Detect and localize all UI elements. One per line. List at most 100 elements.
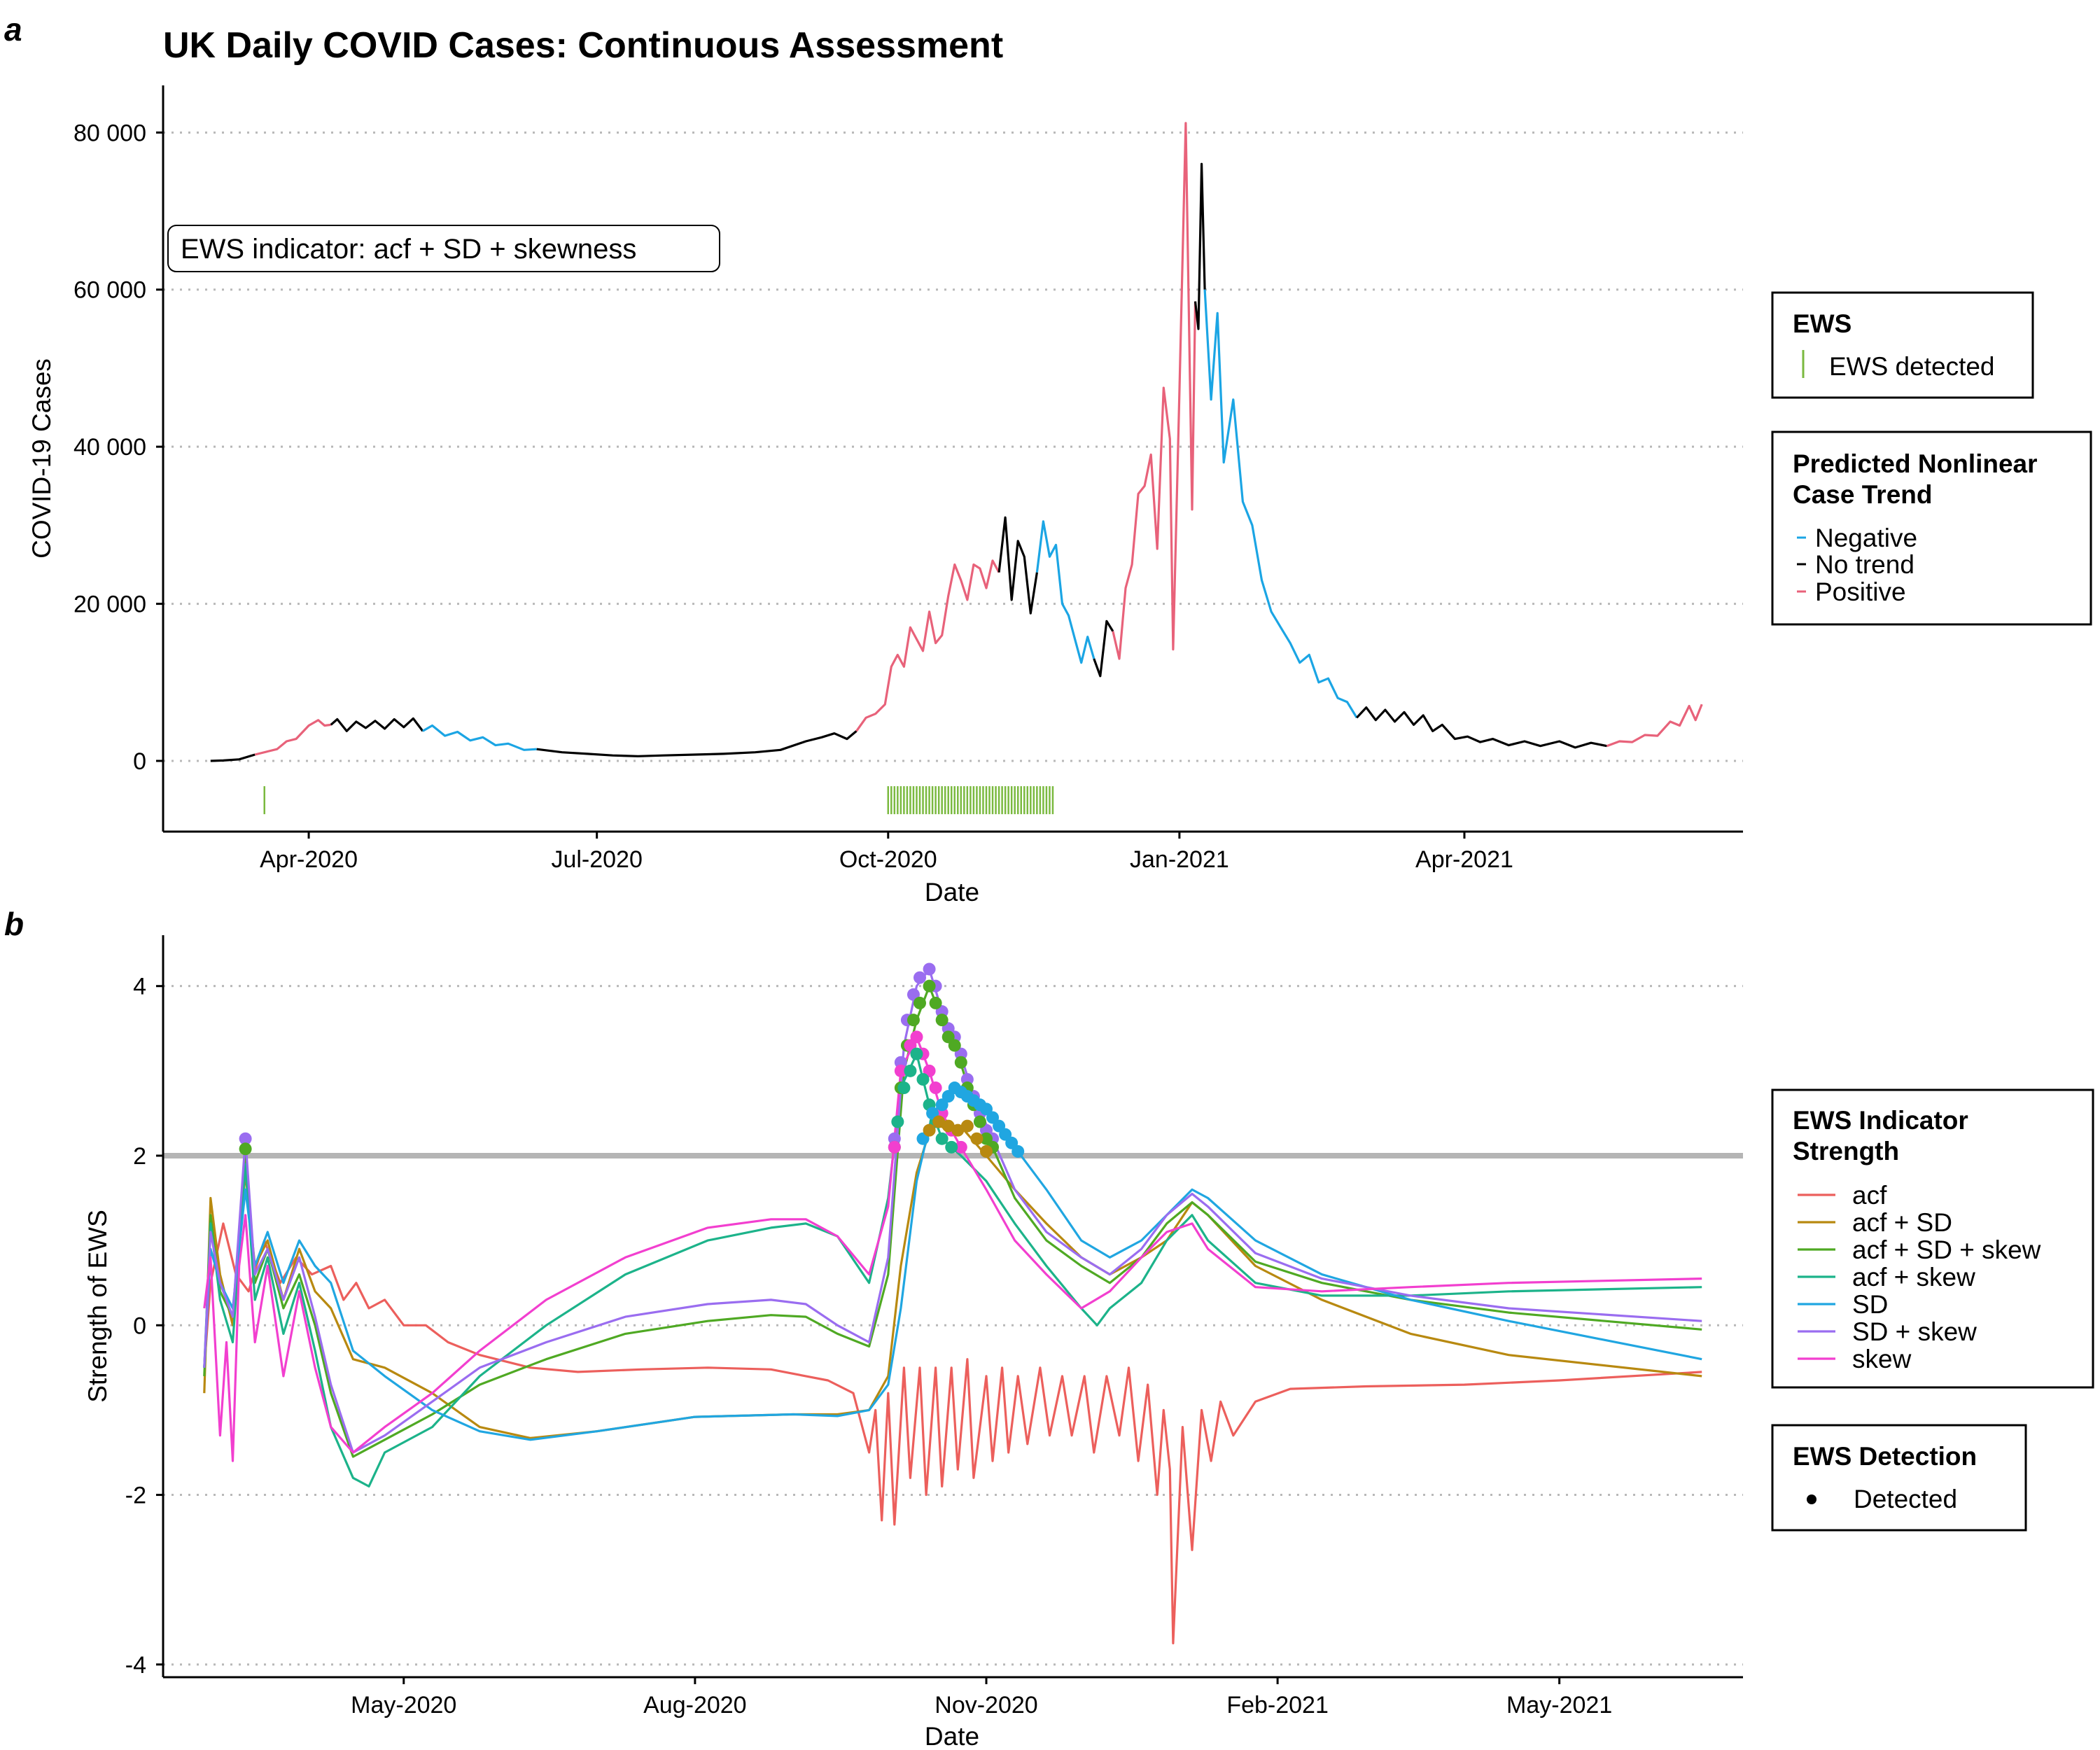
panel-a-y-tick-label: 80 000 xyxy=(74,120,146,146)
panel-b-y-ticks: -4 -2 0 2 4 xyxy=(125,974,163,1679)
panel-b-x-tick-label: Nov-2020 xyxy=(934,1692,1037,1718)
detected-point-acf-sd xyxy=(951,1124,965,1137)
detected-point-sd-skew xyxy=(913,971,927,984)
case-trend-segment-no-trend xyxy=(536,730,858,757)
case-trend-segment-no-trend xyxy=(330,717,424,732)
legend-label-skew: skew xyxy=(1852,1345,1912,1373)
panel-b-detected-points xyxy=(239,962,1025,1158)
detected-point-acf-sd-skew xyxy=(906,1014,920,1027)
case-trend-segment-no-trend xyxy=(1356,706,1607,749)
panel-b-y-tick-label: -2 xyxy=(125,1483,146,1509)
detected-point-acf-skew xyxy=(897,1082,911,1095)
detected-point-acf-sd-skew xyxy=(923,979,936,993)
strength-line-skew xyxy=(203,1035,1702,1462)
panel-b-letter: b xyxy=(4,906,24,942)
legend-strength-box xyxy=(1771,1088,2094,1389)
panel-a-x-tick-label: Oct-2020 xyxy=(839,846,937,873)
panel-a-x-tick-label: Apr-2021 xyxy=(1415,846,1513,873)
detected-point-acf-sd-skew xyxy=(239,1142,252,1156)
case-trend-segment-no-trend xyxy=(1194,162,1206,330)
legend-label-sd-skew: SD + skew xyxy=(1852,1317,1977,1346)
case-trend-segment-no-trend xyxy=(1093,620,1114,678)
case-trend-segment-positive xyxy=(254,719,331,756)
panel-b-y-tick-label: 4 xyxy=(133,974,146,1000)
detected-point-acf-sd-skew xyxy=(948,1039,961,1052)
legend-ews-detected-label: EWS detected xyxy=(1829,352,1995,381)
legend-detected-dot xyxy=(1807,1494,1816,1504)
panel-b-x-tick-label: Aug-2020 xyxy=(643,1692,746,1718)
panel-b-y-axis-label: Strength of EWS xyxy=(83,1210,112,1403)
panel-a-x-tick-label: Apr-2020 xyxy=(260,846,358,873)
case-trend-segment-no-trend xyxy=(997,516,1038,615)
legend-ews: EWS EWS detected xyxy=(1771,291,2034,399)
detected-point-acf-sd xyxy=(979,1144,993,1158)
detected-point-acf-sd xyxy=(970,1132,983,1145)
detected-point-acf-sd xyxy=(923,1124,936,1137)
case-trend-segment-negative xyxy=(1203,289,1358,719)
case-trend-segment-positive xyxy=(1606,704,1703,748)
panel-a-y-tick-label: 60 000 xyxy=(74,277,146,304)
panel-a-letter: a xyxy=(4,11,22,48)
legend-detection: EWS Detection Detected xyxy=(1771,1424,2027,1532)
panel-b-x-tick-label: Feb-2021 xyxy=(1226,1692,1329,1718)
legend-label-acf-sd-skew: acf + SD + skew xyxy=(1852,1236,2041,1264)
panel-b: -4 -2 0 2 4 May-2020 Aug-2020 Nov-2020 Feb-2021… xyxy=(83,935,1743,1750)
detected-point-acf-skew xyxy=(910,1047,923,1060)
legend-label-acf: acf xyxy=(1852,1181,1887,1210)
detected-point-acf-sd-skew xyxy=(935,1014,948,1027)
detected-point-acf-skew xyxy=(904,1064,917,1077)
legend-strength-title-line2: Strength xyxy=(1793,1137,1899,1166)
detected-point-sd xyxy=(1011,1144,1025,1158)
detected-point-acf-sd xyxy=(941,1119,955,1133)
case-trend-segment-negative xyxy=(422,724,537,751)
panel-b-y-tick-label: 0 xyxy=(133,1312,146,1339)
panel-b-gridlines xyxy=(163,985,1743,1666)
legend-strength-title-line1: EWS Indicator xyxy=(1793,1106,1968,1135)
panel-a-y-ticks: 0 20 000 40 000 60 000 80 000 xyxy=(74,120,163,775)
case-trend-segment-no-trend xyxy=(210,753,255,762)
panel-b-x-tick-label: May-2020 xyxy=(351,1692,456,1718)
legend-label-sd: SD xyxy=(1852,1290,1888,1319)
panel-a-x-tick-label: Jul-2020 xyxy=(551,846,642,873)
detected-point-sd-skew xyxy=(239,1132,252,1145)
legend-ews-title: EWS xyxy=(1793,309,1851,338)
chart-title: UK Daily COVID Cases: Continuous Assessm… xyxy=(163,25,1003,66)
panel-a-case-series xyxy=(210,122,1703,762)
strength-line-sd xyxy=(203,1086,1702,1441)
legend-negative-label: Negative xyxy=(1815,524,1917,552)
panel-a-x-ticks: Apr-2020 Jul-2020 Oct-2020 Jan-2021 Apr-2021 xyxy=(260,832,1513,873)
detected-point-acf-skew xyxy=(891,1115,904,1128)
panel-b-x-axis-label: Date xyxy=(925,1722,979,1750)
strength-line-acf-skew xyxy=(203,1053,1702,1488)
legend-trend-title-line1: Predicted Nonlinear xyxy=(1793,449,2038,478)
panel-a-ews-ticks xyxy=(263,786,1054,815)
panel-a: 0 20 000 40 000 60 000 80 000 Apr-2020 Jul-20… xyxy=(27,85,1743,906)
detected-point-sd-skew xyxy=(923,962,936,976)
detected-point-acf-sd-skew xyxy=(954,1056,967,1069)
detected-point-skew xyxy=(954,1140,967,1154)
strength-line-acf xyxy=(203,1222,1702,1645)
detected-point-acf-sd-skew xyxy=(929,996,942,1009)
detected-point-acf-sd xyxy=(932,1115,946,1128)
panel-a-y-tick-label: 0 xyxy=(133,748,146,775)
legend-detection-box xyxy=(1771,1424,2027,1532)
annotation-text: EWS indicator: acf + SD + skewness xyxy=(181,234,636,265)
legend-detected-label: Detected xyxy=(1854,1485,1957,1513)
legend-trend-title-line2: Case Trend xyxy=(1793,480,1932,509)
annotation-box xyxy=(167,225,720,272)
strength-line-acf-sd-skew xyxy=(203,985,1702,1458)
detected-point-skew xyxy=(894,1064,907,1077)
detected-point-skew xyxy=(929,1082,942,1095)
legend-label-acf-skew: acf + skew xyxy=(1852,1263,1975,1292)
detected-point-skew xyxy=(910,1030,923,1044)
legend-ews-box xyxy=(1771,291,2034,399)
legend-detection-title: EWS Detection xyxy=(1793,1442,1977,1471)
detected-point-acf-sd xyxy=(960,1119,974,1133)
panel-b-x-tick-label: May-2021 xyxy=(1506,1692,1612,1718)
panel-b-y-tick-label: -4 xyxy=(125,1652,146,1679)
panel-a-gridlines xyxy=(163,131,1743,762)
strength-line-sd-skew xyxy=(203,967,1702,1454)
detected-point-acf-sd-skew xyxy=(973,1115,986,1128)
